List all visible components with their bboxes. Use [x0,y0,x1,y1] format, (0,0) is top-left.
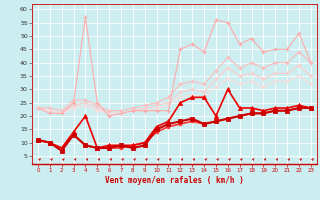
X-axis label: Vent moyen/en rafales ( km/h ): Vent moyen/en rafales ( km/h ) [105,176,244,185]
